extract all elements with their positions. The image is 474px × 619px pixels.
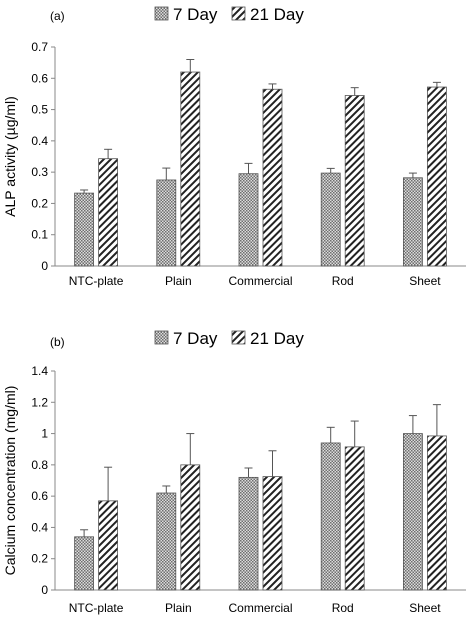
bar-checker	[74, 192, 94, 267]
chart-panel-a: (a) 0 0.1 0.2 0.3 0.4 0.5 0.6 0.7 ALP activity (µ…	[2, 5, 466, 288]
legend-swatch	[154, 330, 169, 345]
category-label: NTC-plate	[69, 274, 124, 288]
bar-checker	[156, 179, 177, 267]
bar-hatch	[344, 446, 365, 591]
bar-hatch	[426, 435, 447, 591]
bar-hatch	[98, 158, 118, 267]
y-tick-label: 0.2	[31, 552, 48, 566]
bar-checker	[74, 536, 94, 591]
bar-checker	[320, 442, 341, 591]
legend-label: 21 Day	[250, 329, 304, 348]
category-label: Commercial	[228, 274, 292, 288]
bar-checker	[238, 476, 259, 591]
chart-panel-b: (b) 0 0.2 0.4 0.6 0.8 1 1.2 1.4 Calcium concentra…	[2, 329, 466, 615]
bar-hatch	[426, 86, 447, 267]
y-tick-label: 0.7	[31, 40, 48, 54]
bar-checker	[402, 177, 423, 267]
legend-swatch	[231, 330, 246, 345]
category-label: Plain	[165, 274, 192, 288]
y-tick-label: 0.8	[31, 458, 48, 472]
legend-label: 21 Day	[250, 5, 304, 24]
bar-hatch	[98, 500, 118, 591]
y-tick-label: 1	[41, 427, 48, 441]
category-label: Rod	[332, 601, 354, 615]
panel-label: (a)	[50, 9, 65, 23]
legend-label: 7 Day	[173, 5, 218, 24]
category-label: Sheet	[409, 601, 441, 615]
y-tick-label: 0.1	[31, 228, 48, 242]
bar-checker	[320, 172, 341, 267]
category-label: Sheet	[409, 274, 441, 288]
bar-hatch	[180, 464, 201, 591]
bar-checker	[238, 173, 259, 267]
y-tick-label: 1.4	[31, 364, 48, 378]
legend-label: 7 Day	[173, 329, 218, 348]
y-tick-label: 0.6	[31, 489, 48, 503]
bar-checker	[156, 492, 177, 591]
category-label: Rod	[332, 274, 354, 288]
bar-hatch	[262, 476, 283, 591]
y-tick-label: 0.3	[31, 165, 48, 179]
y-tick-label: 0.5	[31, 103, 48, 117]
bar-hatch	[180, 71, 201, 267]
bar-checker	[402, 433, 423, 591]
bar-hatch	[344, 95, 365, 267]
category-label: Commercial	[228, 601, 292, 615]
panel-label: (b)	[50, 335, 65, 349]
y-tick-label: 0.4	[31, 520, 48, 534]
y-tick-label: 1.2	[31, 395, 48, 409]
y-tick-label: 0	[41, 259, 48, 273]
y-tick-label: 0.6	[31, 71, 48, 85]
bar-hatch	[262, 88, 283, 267]
y-axis-title: Calcium concentration (mg/ml)	[2, 386, 18, 576]
legend-swatch	[154, 6, 169, 21]
legend-swatch	[231, 6, 246, 21]
y-tick-label: 0.2	[31, 196, 48, 210]
category-label: Plain	[165, 601, 192, 615]
category-label: NTC-plate	[69, 601, 124, 615]
y-tick-label: 0	[41, 583, 48, 597]
y-tick-label: 0.4	[31, 134, 48, 148]
y-axis-title: ALP activity (µg/ml)	[2, 96, 18, 217]
